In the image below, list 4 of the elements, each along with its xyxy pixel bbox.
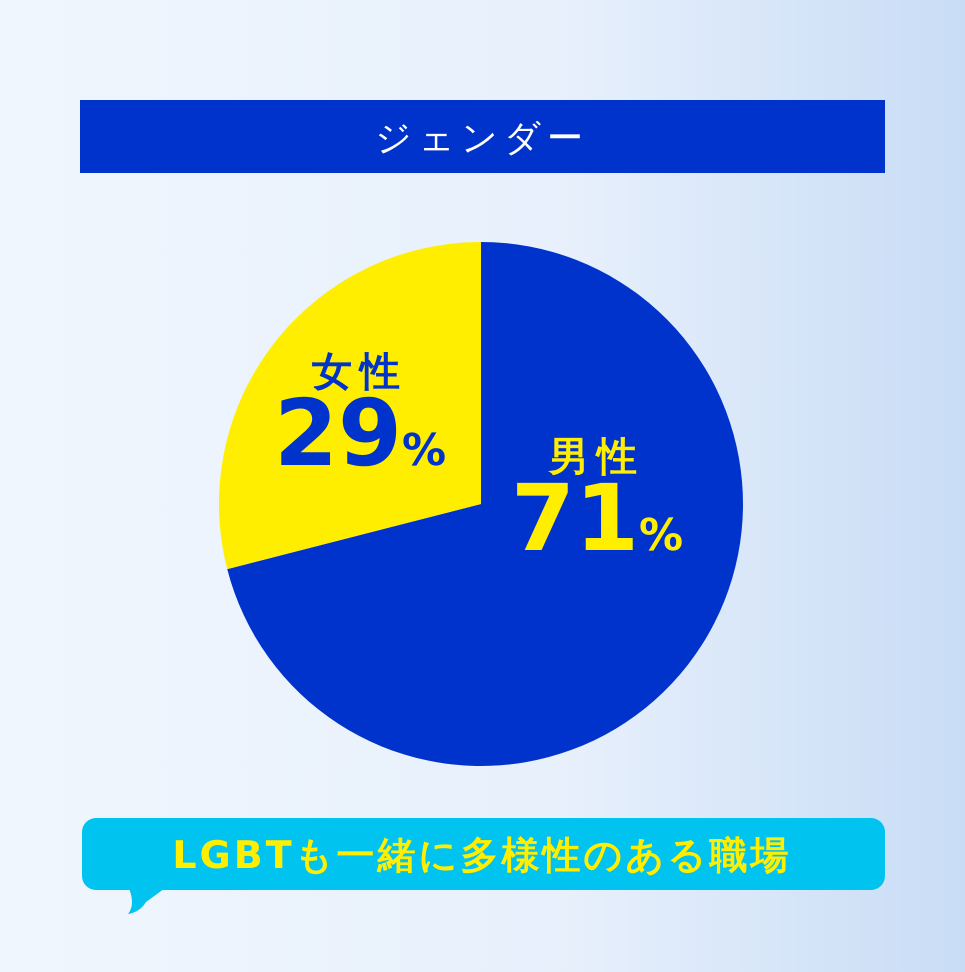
chart-title: ジェンダー <box>375 118 589 159</box>
text: LGBTも一緒に多様性のある職場 <box>172 833 792 877</box>
pie-slice <box>219 242 481 570</box>
pie-slice <box>227 242 743 766</box>
